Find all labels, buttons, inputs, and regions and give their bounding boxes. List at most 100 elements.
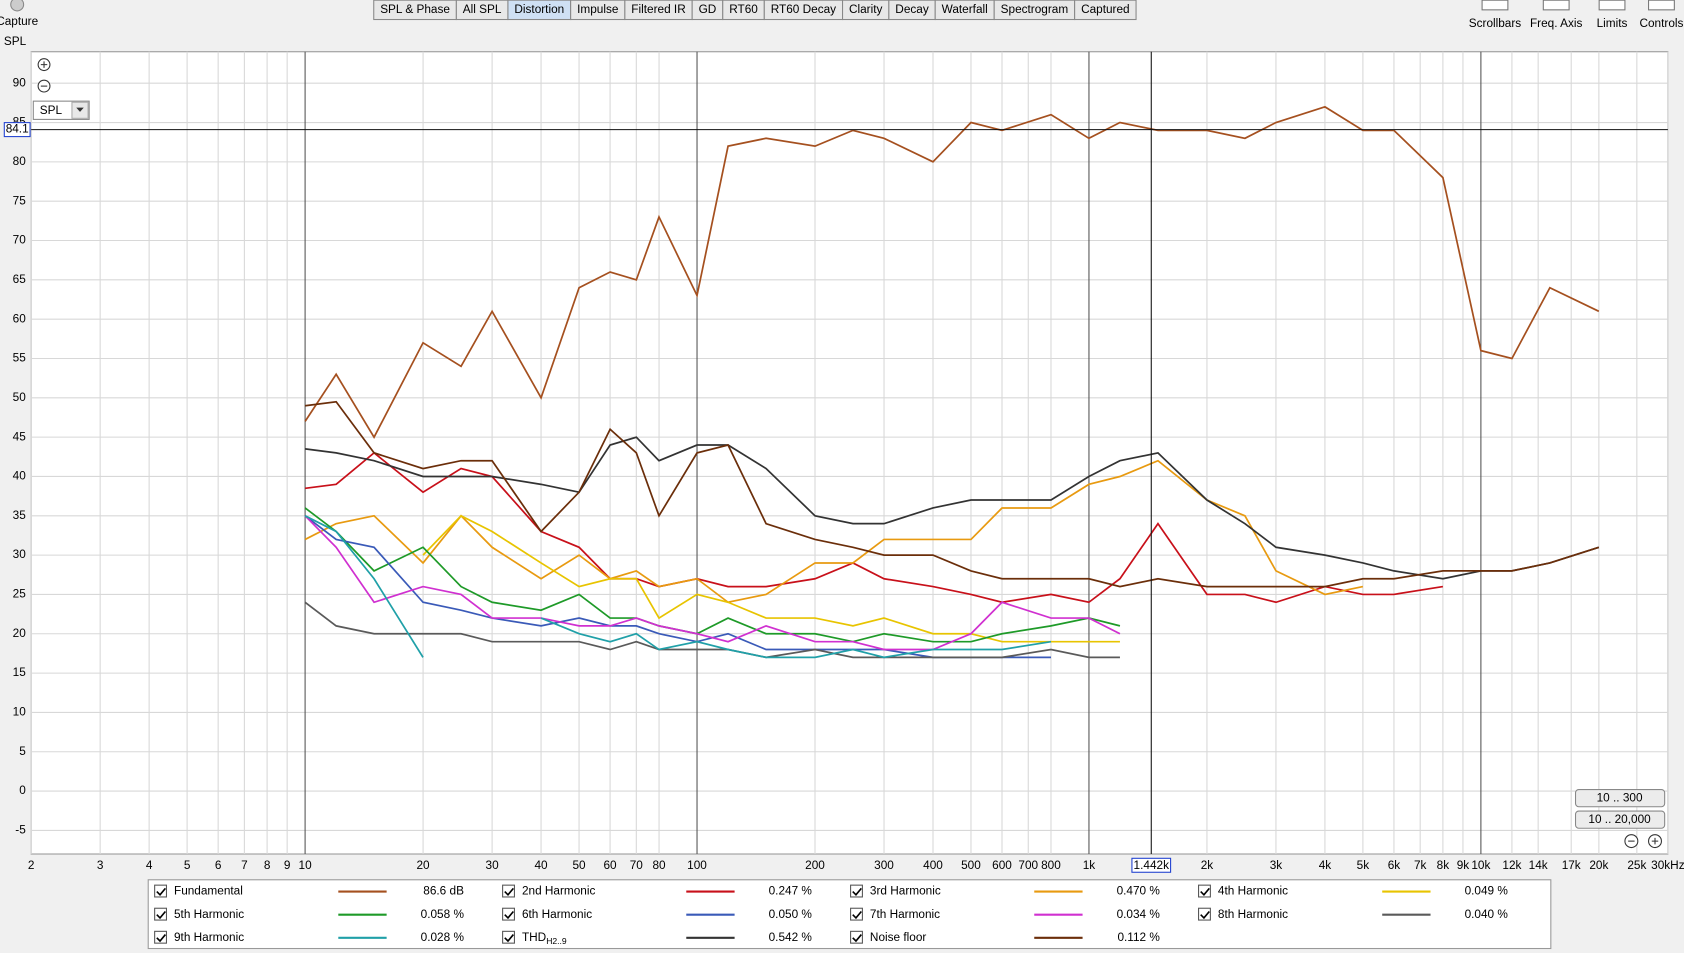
tab-label[interactable]: Clarity: [849, 2, 883, 16]
x-tick-label: 25k: [1627, 858, 1646, 872]
legend-checkbox[interactable]: [502, 907, 515, 921]
tab-label[interactable]: All SPL: [463, 2, 502, 16]
tab-label[interactable]: Waterfall: [942, 2, 988, 16]
legend-readout: 86.6 dB: [423, 884, 464, 898]
x-tick-label: 3: [97, 858, 104, 872]
legend-name: THDH2..9: [522, 930, 567, 946]
y-tick-label: 55: [13, 351, 27, 365]
tab-label[interactable]: Filtered IR: [631, 2, 685, 16]
traces: [31, 51, 1668, 855]
tab-label[interactable]: Spectrogram: [1001, 2, 1069, 16]
x-tick-label: 400: [923, 858, 943, 872]
legend-checkbox[interactable]: [850, 884, 863, 898]
legend-check: [852, 910, 862, 920]
x-tick-label: 1k: [1083, 858, 1096, 872]
tool-icon[interactable]: [1598, 0, 1626, 11]
tab-label[interactable]: GD: [699, 2, 717, 16]
cursor-x-label: 1.442k: [1134, 858, 1170, 872]
legend: Fundamental 86.6 dB 2nd Harmonic 0.247 % 3rd…: [154, 884, 1509, 946]
tab-label[interactable]: Captured: [1081, 2, 1130, 16]
capture-label[interactable]: Capture: [0, 14, 39, 28]
legend-checkbox[interactable]: [850, 907, 863, 921]
legend-checkbox[interactable]: [154, 907, 168, 921]
legend-checkbox[interactable]: [502, 930, 515, 944]
x-tick-label: 30kHz: [1651, 858, 1684, 872]
legend-readout: 0.040 %: [1465, 907, 1509, 921]
series-line: [305, 436, 1600, 580]
y-tick-label: 15: [13, 665, 27, 679]
x-tick-label: 9: [284, 858, 291, 872]
legend-check: [504, 934, 514, 943]
tab-label[interactable]: SPL & Phase: [380, 2, 450, 16]
x-tick-label: 4: [146, 858, 153, 872]
range-button[interactable]: [1574, 810, 1666, 829]
x-tick-label: 100: [687, 858, 707, 872]
tab-label[interactable]: Impulse: [577, 2, 619, 16]
x-tick-label: 700: [1018, 858, 1038, 872]
range-button-label[interactable]: 10 .. 20,000: [1588, 812, 1651, 826]
x-tick-label: 12k: [1502, 858, 1521, 872]
legend-name-main: THD: [522, 930, 546, 944]
legend-check: [156, 910, 167, 920]
x-tick-label: 5k: [1357, 858, 1370, 872]
x-tick-label: 50: [572, 858, 586, 872]
tool-label[interactable]: Controls: [1639, 16, 1683, 30]
y-tick-label: 50: [13, 390, 27, 404]
capture-icon[interactable]: [10, 0, 25, 12]
legend-check: [156, 887, 167, 897]
x-tick-label: 500: [961, 858, 981, 872]
cursor-y-box: [3, 122, 31, 138]
x-tick-label: 17k: [1562, 858, 1581, 872]
x-tick-label: 20: [417, 858, 431, 872]
legend-name-sub: H2..9: [546, 936, 567, 946]
legend-check: [504, 910, 514, 920]
tool-icon[interactable]: [1648, 0, 1675, 11]
legend-checkbox[interactable]: [850, 930, 863, 944]
tab-label[interactable]: RT60 Decay: [771, 2, 836, 16]
toolbar: Scrollbars Freq. Axis Limits Controls: [1469, 0, 1684, 30]
series-line: [304, 515, 1121, 651]
tool-label[interactable]: Scrollbars: [1469, 16, 1522, 30]
legend-readout: 0.028 %: [421, 930, 465, 944]
tab-label[interactable]: Decay: [895, 2, 929, 16]
tool-label[interactable]: Freq. Axis: [1530, 16, 1583, 30]
tool-icon[interactable]: [1542, 0, 1570, 11]
range-button[interactable]: [1574, 789, 1666, 808]
x-tick-label: 7k: [1414, 858, 1427, 872]
tab[interactable]: [1074, 0, 1137, 21]
x-tick-label: 7: [241, 858, 248, 872]
legend-checkbox[interactable]: [154, 884, 168, 898]
range-button-label[interactable]: 10 .. 300: [1597, 790, 1643, 804]
tab-label[interactable]: Distortion: [514, 2, 564, 16]
cursor-x-box: [1131, 857, 1172, 873]
x-tick-label: 3k: [1270, 858, 1283, 872]
x-tick-label: 2k: [1201, 858, 1214, 872]
legend-checkbox[interactable]: [502, 884, 515, 898]
series-line: [304, 459, 1364, 604]
legend-check: [852, 887, 862, 897]
legend-check: [156, 934, 167, 943]
selector-value: SPL: [40, 103, 63, 117]
legend-readout: 0.050 %: [769, 907, 813, 921]
cursor-y-label: 84.1: [6, 122, 29, 136]
legend-name: 7th Harmonic: [870, 907, 940, 921]
x-tick-label: 800: [1041, 858, 1061, 872]
y-tick-label: 20: [13, 626, 27, 640]
tool-label[interactable]: Limits: [1597, 16, 1628, 30]
legend-checkbox[interactable]: [1198, 907, 1211, 921]
legend-checkbox[interactable]: [154, 930, 168, 944]
series-line: [304, 515, 1051, 659]
tool-icon[interactable]: [1481, 0, 1509, 11]
legend-name: 6th Harmonic: [522, 907, 592, 921]
legend-checkbox[interactable]: [1198, 884, 1211, 898]
selector-arrow-glyph: [76, 107, 84, 112]
legend-readout: 0.542 %: [769, 930, 813, 944]
x-tick-label: 6: [215, 858, 222, 872]
legend-readout: 0.049 %: [1465, 884, 1509, 898]
x-tick-label: 4k: [1319, 858, 1332, 872]
legend-check: [1200, 887, 1210, 897]
y-tick-label: 10: [13, 705, 27, 719]
tab-label[interactable]: RT60: [729, 2, 758, 16]
legend-check: [504, 887, 514, 897]
legend-readout: 0.470 %: [1117, 884, 1161, 898]
